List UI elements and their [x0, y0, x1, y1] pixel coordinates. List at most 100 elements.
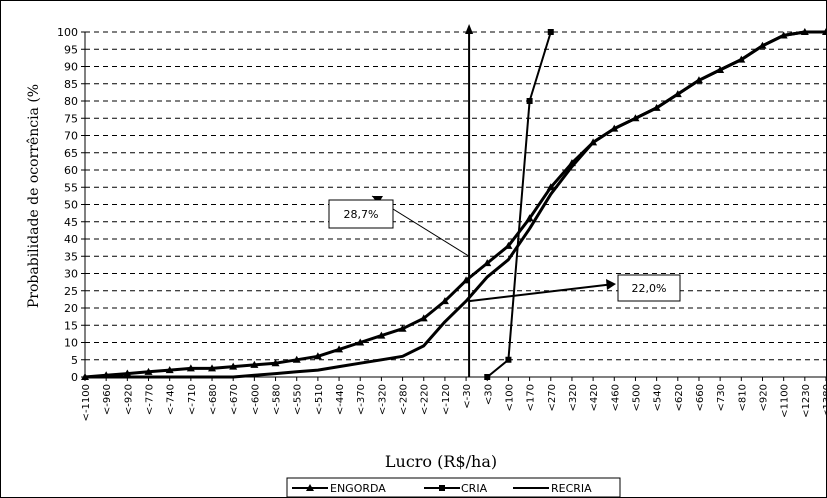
y-tick-label: 55 [64, 181, 78, 194]
x-axis-title: Lucro (R$/ha) [385, 452, 497, 471]
y-tick-label: 25 [64, 285, 78, 298]
annotation-label: 28,7% [344, 208, 379, 221]
y-tick-label: 75 [64, 112, 78, 125]
data-point [483, 259, 492, 267]
series-line-recria [85, 30, 826, 379]
data-point [526, 98, 533, 104]
y-tick-label: 0 [71, 371, 78, 384]
data-point [144, 367, 153, 375]
x-tick-label: <420 [589, 384, 600, 411]
annotation-label: 22,0% [632, 282, 667, 295]
y-tick-label: 95 [64, 43, 78, 56]
x-tick-label: <320 [568, 384, 579, 411]
series-group [81, 28, 827, 380]
x-tick-label: <100 [504, 384, 515, 411]
x-tick-label: <1100 [780, 384, 791, 418]
data-point [484, 374, 491, 380]
x-tick-label: <500 [631, 384, 642, 411]
x-tick-label: <-120 [441, 384, 452, 415]
gridlines [85, 31, 826, 361]
x-tick-label: <460 [610, 384, 621, 411]
x-tick-label: <-600 [250, 384, 261, 415]
data-point [313, 352, 322, 360]
annotation-box [328, 199, 394, 229]
y-axis-title: Probabilidade de ocorrência (% [26, 84, 42, 308]
series-recria [85, 30, 826, 379]
data-point [229, 362, 238, 370]
annotation-arrowhead [606, 279, 616, 290]
x-tick-label: <-510 [314, 384, 325, 415]
data-point [377, 331, 386, 339]
y-tick-label: 65 [64, 147, 78, 160]
data-point [165, 366, 174, 374]
data-point [208, 364, 217, 372]
x-tick-label: <170 [526, 384, 537, 411]
data-point [547, 29, 554, 35]
y-tick-label: 5 [71, 354, 78, 367]
x-tick-label: <-1100 [81, 384, 92, 421]
data-point [398, 324, 407, 332]
x-tick-label: <730 [716, 384, 727, 411]
data-point [505, 356, 512, 363]
x-tick-label: <-710 [187, 384, 198, 415]
x-tick-label: <-770 [145, 384, 156, 415]
x-tick-label: <-280 [399, 384, 410, 415]
x-tick-label: <-550 [293, 384, 304, 415]
x-tick-label: <-960 [102, 384, 113, 415]
x-tick-label: <-680 [208, 384, 219, 415]
x-tick-label: <-740 [166, 384, 177, 415]
y-tick-label: 50 [64, 199, 78, 212]
legend-label: ENGORDA [330, 482, 386, 495]
data-point [419, 314, 428, 322]
x-tick-label: <-440 [335, 384, 346, 415]
annotations-group: 28,7% 22,0% [328, 24, 681, 377]
y-tick-label: 60 [64, 164, 78, 177]
x-tick-label: <-920 [123, 384, 134, 415]
y-tick-label: 70 [64, 130, 78, 143]
data-point [546, 183, 555, 191]
series-cria [484, 29, 554, 380]
y-tick-label: 90 [64, 61, 78, 74]
data-point [271, 359, 280, 367]
x-tick-label: <660 [695, 384, 706, 411]
x-tick-label: <-320 [377, 384, 388, 415]
reference-arrowhead [465, 24, 474, 34]
y-tick-label: 30 [64, 268, 78, 281]
x-tick-label: <-30 [462, 384, 473, 409]
y-tick-label: 35 [64, 250, 78, 263]
series-line-cria [486, 31, 552, 378]
data-point [186, 364, 195, 372]
legend: ENGORDA CRIA RECRIA [286, 477, 621, 498]
x-axis-ticks: <-1100 <-960 <-920 <-770 <-740 <-710 <-680 <-67… [81, 377, 827, 421]
y-tick-label: 85 [64, 78, 78, 91]
x-tick-label: <1380 [822, 384, 827, 418]
legend-label: CRIA [461, 482, 488, 495]
data-point [525, 214, 534, 222]
x-tick-label: <-220 [420, 384, 431, 415]
data-point [335, 345, 344, 353]
x-tick-label: <1230 [801, 384, 812, 418]
y-tick-label: 80 [64, 95, 78, 108]
y-tick-label: 20 [64, 302, 78, 315]
data-point [250, 360, 259, 368]
legend-marker [439, 485, 445, 491]
y-tick-label: 45 [64, 216, 78, 229]
y-tick-label: 100 [57, 26, 78, 39]
annotation-arrow [468, 283, 615, 303]
x-tick-label: <30 [483, 384, 494, 405]
y-tick-label: 15 [64, 319, 78, 332]
y-tick-label: 10 [64, 337, 78, 350]
legend-label: RECRIA [551, 482, 592, 495]
x-tick-label: <-580 [272, 384, 283, 415]
data-point [292, 355, 301, 363]
x-tick-label: <810 [737, 384, 748, 411]
annotation-box [617, 274, 681, 302]
x-tick-label: <620 [674, 384, 685, 411]
x-tick-label: <-370 [356, 384, 367, 415]
legend-marker [306, 484, 314, 491]
data-point [440, 297, 449, 305]
x-tick-label: <540 [653, 384, 664, 411]
x-tick-label: <270 [547, 384, 558, 411]
